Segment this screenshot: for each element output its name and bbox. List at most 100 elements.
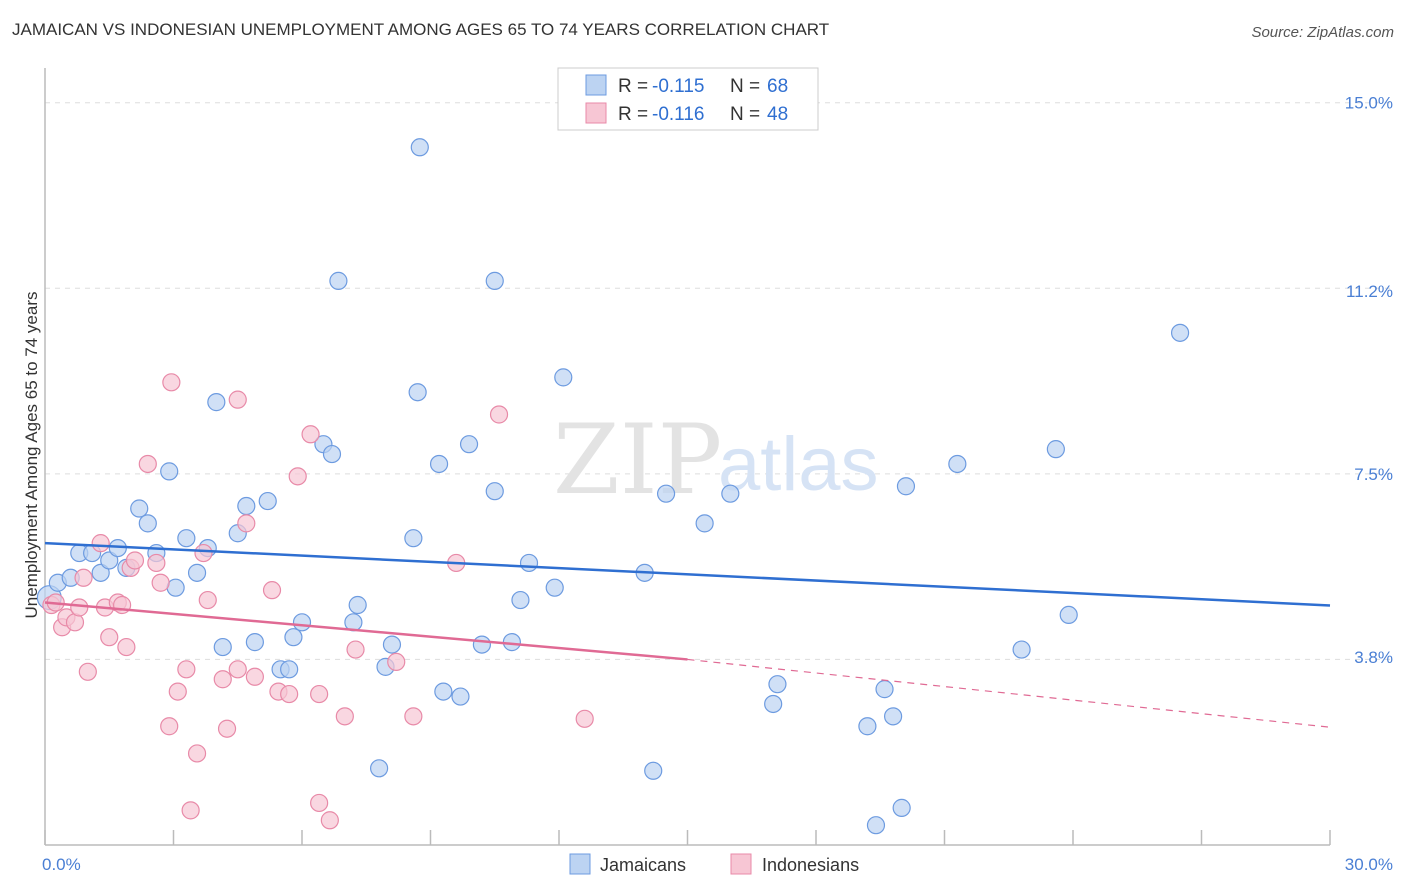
indonesian-point-36 [288,467,307,486]
stats-n-label-2: N = [730,104,760,125]
jamaican-point-21 [245,633,264,652]
jamaican-point-63 [948,454,967,474]
jamaican-point-26 [292,613,312,632]
jamaican-point-35 [404,529,423,548]
indonesian-point-25 [194,543,213,563]
jamaican-point-34 [382,635,402,654]
jamaican-point-64 [1012,640,1031,659]
jamaican-point-61 [892,798,911,817]
indonesian-point-44 [404,707,423,726]
x-tick-label-1: 30.0% [1345,855,1393,874]
jamaican-point-62 [896,477,916,496]
gridlines [45,102,1395,660]
stats-legend: R = -0.115 N = 68 R = -0.116 N = 48 [557,67,819,131]
jamaican-point-47 [519,553,539,573]
indonesian-point-46 [489,405,509,424]
indonesian-point-40 [320,811,339,830]
legend-swatch-indonesians [730,853,752,875]
indonesian-point-23 [181,801,200,820]
indonesian-point-27 [213,670,232,689]
jamaican-point-40 [451,687,470,706]
indonesian-point-8 [91,534,110,553]
legend-label-jamaicans: Jamaicans [600,855,686,875]
jamaican-trend-line [44,541,1331,607]
y-axis-label: Unemployment Among Ages 65 to 74 years [22,292,41,619]
watermark-atlas: atlas [718,422,879,507]
jamaican-point-39 [434,682,453,701]
indonesian-point-6 [74,568,93,587]
jamaican-point-38 [429,454,449,474]
indonesian-point-18 [151,573,170,592]
trend-lines [44,541,1331,728]
jamaican-point-18 [213,637,232,657]
stats-n-value-2: 48 [767,104,788,125]
indonesian-point-32 [245,667,264,686]
indonesian-point-15 [125,551,145,570]
source-label: Source: ZipAtlas.com [1251,24,1394,41]
indonesian-point-39 [310,684,329,704]
stats-swatch-indonesians [585,102,607,124]
indonesian-point-33 [262,581,282,600]
indonesian-point-47 [575,709,594,728]
jamaican-point-22 [258,491,277,511]
legend-swatch-jamaicans [569,853,591,875]
indonesian-point-35 [280,684,299,704]
tick-labels: 3.8% 7.5% 11.2% 15.0% 0.0% 30.0% [42,94,1393,874]
indonesian-point-20 [162,373,181,392]
indonesian-point-43 [387,652,406,672]
jamaican-point-60 [883,707,903,726]
jamaican-point-43 [485,482,504,501]
jamaican-point-6 [100,551,119,570]
jamaican-point-56 [768,675,787,694]
jamaican-point-17 [207,393,226,412]
indonesian-point-29 [228,660,247,679]
indonesian-point-24 [187,744,207,763]
jamaican-point-5 [91,563,110,582]
jamaican-point-28 [322,444,342,464]
jamaican-point-57 [858,717,877,736]
jamaican-point-41 [459,435,479,454]
jamaican-point-31 [348,595,367,615]
jamaican-point-66 [1059,605,1078,625]
jamaican-point-25 [284,628,303,647]
chart-title: JAMAICAN VS INDONESIAN UNEMPLOYMENT AMON… [12,20,830,39]
stats-r-value-2: -0.116 [652,104,704,125]
jamaican-point-46 [511,590,530,610]
jamaican-point-20 [237,496,256,516]
jamaican-point-10 [138,514,157,533]
jamaican-point-42 [472,635,491,654]
bottom-legend: Jamaicans Indonesians [569,853,859,875]
jamaican-point-15 [187,563,207,582]
series-jamaicans [36,138,1190,835]
y-tick-label-1: 7.5% [1354,465,1393,484]
axes [44,68,1331,846]
stats-n-value-1: 68 [767,76,788,97]
watermark-zip: ZIP [553,404,722,516]
jamaican-point-29 [329,271,348,290]
stats-swatch-jamaicans [585,74,607,96]
indonesian-point-38 [310,793,329,813]
stats-r-label-1: R = [618,76,648,97]
jamaican-point-14 [177,529,196,548]
indonesian-point-13 [117,637,136,657]
jamaican-point-49 [554,368,573,387]
indonesian-point-31 [237,514,256,533]
indonesian-point-30 [228,390,247,409]
jamaican-point-9 [130,499,149,518]
stats-n-label-1: N = [730,76,760,97]
jamaican-point-24 [280,660,299,679]
indonesian-point-41 [335,707,354,726]
jamaican-point-12 [160,462,179,481]
indonesian-point-10 [100,628,119,647]
indonesian-trend-line [44,601,688,661]
indonesian-point-42 [346,640,365,659]
legend-label-indonesians: Indonesians [762,855,859,875]
stats-r-label-2: R = [618,104,648,125]
jamaican-point-54 [721,484,740,503]
jamaican-point-48 [545,578,564,597]
jamaican-point-53 [695,514,714,533]
jamaican-point-37 [410,138,429,157]
stats-r-value-1: -0.115 [652,76,704,97]
jamaican-point-58 [866,816,886,835]
